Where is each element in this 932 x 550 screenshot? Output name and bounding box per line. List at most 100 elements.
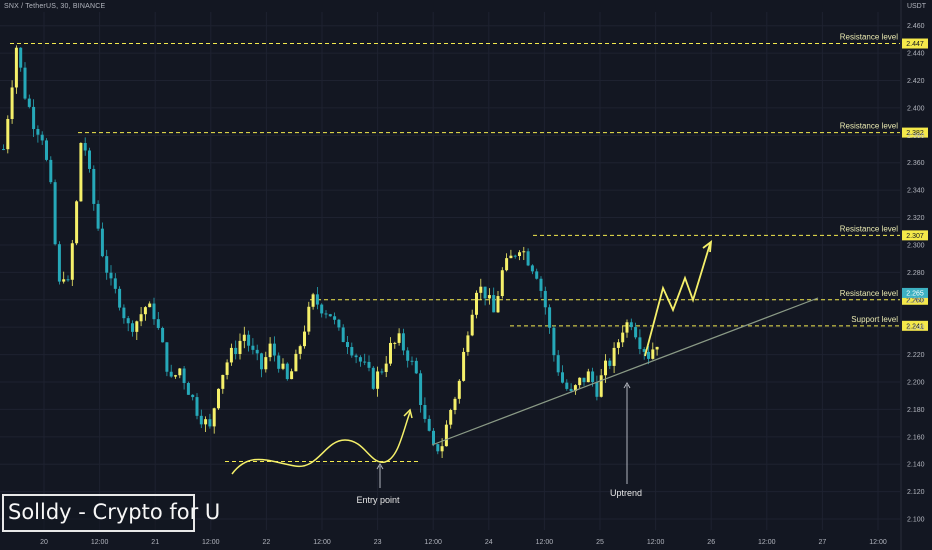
candle-up <box>298 346 302 354</box>
candle-up <box>148 303 152 308</box>
candle-down <box>363 361 367 363</box>
candle-up <box>651 349 655 359</box>
level-price-tag <box>902 127 928 138</box>
level-label: Resistance level <box>840 33 898 42</box>
candle-down <box>118 288 122 308</box>
uptrend-line <box>431 297 819 446</box>
candle-down <box>591 371 595 383</box>
level-price-value: 2.260 <box>906 297 924 304</box>
x-tick-label: 12:00 <box>869 539 887 546</box>
level-price-tag <box>902 294 928 305</box>
candle-down <box>638 337 642 350</box>
level-label: Resistance level <box>840 122 898 131</box>
x-tick-label: 24 <box>485 539 493 546</box>
candle-up <box>294 353 298 372</box>
candle-down <box>53 182 57 245</box>
candle-down <box>285 363 289 380</box>
candle-up <box>509 255 513 259</box>
candle-down <box>492 295 496 313</box>
candle-down <box>165 342 169 372</box>
candle-up <box>139 314 143 322</box>
level-price-value: 2.447 <box>906 41 924 48</box>
candle-up <box>62 279 66 282</box>
candle-down <box>272 343 276 356</box>
candle-up <box>462 351 466 381</box>
candle-up <box>586 371 590 383</box>
candle-up <box>612 347 616 366</box>
candle-down <box>543 290 547 308</box>
candle-down <box>513 255 517 257</box>
candle-down <box>367 361 371 368</box>
candle-up <box>522 251 526 253</box>
candle-down <box>96 203 100 229</box>
candle-up <box>457 380 461 399</box>
candle-up <box>475 292 478 315</box>
candle-down <box>315 294 319 305</box>
x-tick-label: 26 <box>707 539 715 546</box>
candle-down <box>92 168 96 204</box>
candle-down <box>552 327 556 356</box>
candle-down <box>113 278 117 289</box>
candle-down <box>255 349 259 354</box>
candle-down <box>582 377 586 383</box>
candle-up <box>655 346 659 350</box>
candle-up <box>621 332 625 343</box>
candle-up <box>311 294 315 307</box>
y-tick-label: 2.300 <box>907 242 925 249</box>
axis-labels: 2.100 2.120 2.140 2.160 2.180 2.200 2.220 2.240… <box>40 0 925 550</box>
candle-down <box>535 271 539 279</box>
x-tick-label: 12:00 <box>536 539 554 546</box>
entry-point-label: Entry point <box>356 495 400 505</box>
candle-down <box>156 319 160 328</box>
candle-down <box>251 345 255 350</box>
x-tick-label: 12:00 <box>647 539 665 546</box>
candle-down <box>419 373 423 406</box>
y-tick-label: 2.100 <box>907 517 925 524</box>
uptrend-pointer-head <box>623 382 631 389</box>
candle-down <box>182 368 186 384</box>
candle-up <box>303 331 306 347</box>
candle-up <box>466 335 470 352</box>
candle-up <box>135 321 139 332</box>
projection-arrowhead <box>702 240 713 253</box>
candle-down <box>186 383 190 395</box>
candle-up <box>384 363 388 372</box>
x-tick-label: 25 <box>596 539 604 546</box>
candle-up <box>487 295 491 299</box>
candle-up <box>6 118 10 150</box>
candle-up <box>178 368 182 376</box>
y-tick-label: 2.120 <box>907 489 925 496</box>
candle-down <box>320 304 324 314</box>
candle-up <box>204 419 208 425</box>
candle-down <box>380 371 384 373</box>
candle-up <box>242 334 246 341</box>
candle-down <box>19 47 23 68</box>
price-levels: Resistance level 2.447 Resistance level 2.3… <box>10 33 928 331</box>
candle-down <box>565 382 569 389</box>
level-price-tag <box>902 38 928 49</box>
candle-down <box>131 323 134 332</box>
candle-down <box>569 388 573 392</box>
candle-up <box>625 322 629 333</box>
level-label: Resistance level <box>840 224 898 233</box>
candle-down <box>634 327 638 338</box>
chart-symbol-header: SNX / TetherUS, 30, BINANCE <box>4 3 106 10</box>
y-tick-label: 2.320 <box>907 215 925 222</box>
candle-up <box>75 201 79 244</box>
candle-down <box>629 322 633 328</box>
candle-up <box>573 385 577 392</box>
y-tick-label: 2.280 <box>907 270 925 277</box>
x-tick-label: 27 <box>819 539 827 546</box>
candle-up <box>470 314 474 336</box>
candle-up <box>578 377 582 386</box>
candle-down <box>195 397 199 416</box>
candle-down <box>432 430 435 445</box>
candle-down <box>341 327 345 343</box>
candlestick-series <box>2 45 659 459</box>
candle-up <box>14 47 18 88</box>
candle-up <box>505 258 509 271</box>
channel-watermark: Solldy - Crypto for U <box>2 494 220 532</box>
candle-up <box>444 424 448 447</box>
